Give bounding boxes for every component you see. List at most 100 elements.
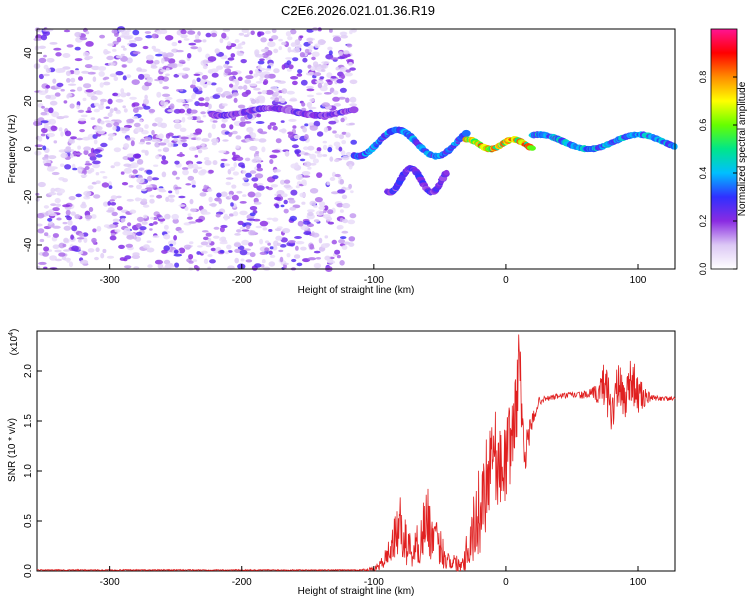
heatmap-cell bbox=[324, 243, 331, 247]
heatmap-cell bbox=[240, 116, 246, 123]
heatmap-cell bbox=[256, 185, 265, 191]
heatmap-cell bbox=[266, 217, 273, 220]
heatmap-cell bbox=[136, 158, 144, 165]
heatmap-cell bbox=[102, 248, 107, 254]
heatmap-cell bbox=[93, 139, 98, 145]
heatmap-cell bbox=[187, 175, 195, 181]
heatmap-cell bbox=[335, 66, 340, 71]
heatmap-cell bbox=[63, 225, 71, 231]
heatmap-cell bbox=[38, 261, 47, 265]
heatmap-cell bbox=[268, 229, 273, 232]
heatmap-cell bbox=[112, 92, 119, 97]
heatmap-cell bbox=[346, 43, 353, 48]
heatmap-cell bbox=[255, 121, 265, 124]
heatmap-cell bbox=[126, 118, 135, 124]
heatmap-cell bbox=[90, 95, 98, 101]
heatmap-cell bbox=[163, 245, 170, 252]
heatmap-cell bbox=[48, 221, 53, 225]
heatmap-cell bbox=[190, 46, 199, 50]
heatmap-cell bbox=[85, 41, 94, 47]
heatmap-cell bbox=[264, 74, 270, 79]
heatmap-cell bbox=[272, 175, 279, 180]
heatmap-cell bbox=[155, 53, 163, 57]
heatmap-cell bbox=[66, 257, 71, 263]
heatmap-cell bbox=[339, 31, 348, 36]
heatmap-cell bbox=[304, 161, 312, 167]
heatmap-cell bbox=[196, 116, 201, 122]
heatmap-cell bbox=[167, 132, 174, 137]
heatmap-cell bbox=[78, 118, 86, 122]
heatmap-cell bbox=[234, 39, 240, 43]
heatmap-cell bbox=[232, 171, 239, 176]
heatmap-cell bbox=[182, 67, 191, 71]
heatmap-cell bbox=[207, 188, 213, 192]
heatmap-cell bbox=[122, 75, 127, 81]
heatmap-cell bbox=[107, 112, 113, 118]
heatmap-cell bbox=[165, 67, 170, 71]
heatmap-cell bbox=[239, 201, 247, 204]
heatmap-cell bbox=[43, 205, 50, 209]
heatmap-cell bbox=[173, 249, 179, 254]
heatmap-cell bbox=[222, 91, 231, 96]
heatmap-cell bbox=[172, 218, 179, 224]
heatmap-cell bbox=[94, 256, 99, 261]
heatmap-cell bbox=[91, 214, 97, 219]
heatmap-cell bbox=[241, 239, 250, 246]
heatmap-cell bbox=[74, 214, 81, 220]
heatmap-cell bbox=[201, 230, 209, 233]
heatmap-cell bbox=[234, 233, 241, 236]
heatmap-cell bbox=[193, 39, 202, 43]
heatmap-cell bbox=[235, 135, 242, 140]
heatmap-cell bbox=[98, 71, 105, 77]
heatmap-cell bbox=[201, 143, 205, 147]
heatmap-cell bbox=[248, 242, 254, 247]
heatmap-cell bbox=[74, 46, 81, 51]
heatmap-cell bbox=[292, 125, 297, 129]
heatmap-cell bbox=[232, 92, 239, 97]
x-tick-label: -300 bbox=[100, 577, 120, 588]
heatmap-cell bbox=[190, 109, 198, 114]
heatmap-cell bbox=[103, 81, 111, 86]
heatmap-cell bbox=[180, 29, 187, 35]
y-tick-label: 1.0 bbox=[23, 464, 34, 478]
heatmap-cell bbox=[310, 162, 317, 166]
heatmap-cell bbox=[63, 237, 69, 243]
heatmap-cell bbox=[109, 108, 114, 114]
heatmap-cell bbox=[172, 170, 178, 176]
heatmap-cell bbox=[118, 28, 123, 33]
heatmap-cell bbox=[349, 106, 359, 114]
heatmap-cell bbox=[45, 84, 51, 89]
heatmap-cell bbox=[289, 119, 296, 122]
heatmap-cell bbox=[289, 215, 297, 222]
heatmap-cell bbox=[113, 147, 122, 153]
heatmap-cell bbox=[78, 76, 83, 81]
heatmap-cell bbox=[184, 112, 194, 116]
heatmap-cell bbox=[153, 59, 160, 65]
heatmap-cell bbox=[144, 124, 149, 129]
heatmap-cell bbox=[306, 85, 314, 89]
heatmap-cell bbox=[64, 130, 72, 137]
heatmap-cell bbox=[284, 179, 291, 184]
heatmap-cell bbox=[348, 183, 352, 189]
heatmap-cell bbox=[213, 250, 219, 254]
heatmap-cell bbox=[228, 190, 234, 196]
heatmap-cell bbox=[179, 127, 187, 132]
heatmap-cell bbox=[123, 108, 128, 113]
y-tick-label: 40 bbox=[23, 47, 34, 59]
heatmap-cell bbox=[160, 160, 169, 165]
heatmap-cell bbox=[302, 57, 308, 63]
heatmap-cell bbox=[65, 70, 71, 77]
heatmap-cell bbox=[329, 28, 333, 33]
heatmap-cell bbox=[46, 166, 55, 172]
heatmap-cell bbox=[336, 203, 344, 208]
heatmap-cell bbox=[313, 120, 321, 127]
heatmap-cell bbox=[332, 36, 342, 43]
heatmap-cell bbox=[107, 43, 115, 47]
heatmap-cell bbox=[65, 209, 71, 216]
heatmap-cell bbox=[68, 261, 74, 268]
heatmap-cell bbox=[229, 124, 234, 130]
heatmap-cell bbox=[290, 163, 299, 169]
heatmap-cell bbox=[339, 66, 348, 73]
heatmap-cell bbox=[43, 107, 50, 113]
